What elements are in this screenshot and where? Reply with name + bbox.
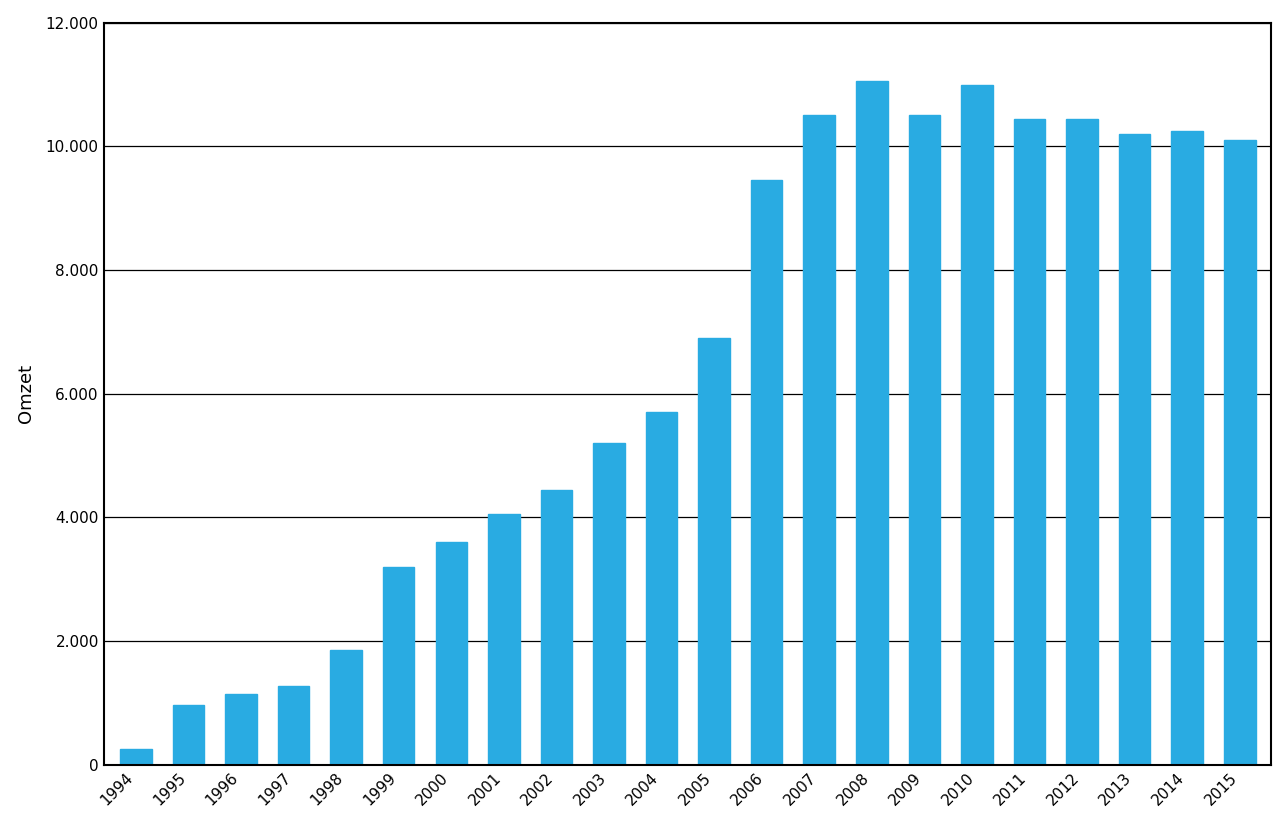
Bar — [1172, 131, 1203, 765]
Bar — [173, 705, 205, 765]
Bar — [751, 181, 782, 765]
Bar — [961, 84, 993, 765]
Bar — [698, 338, 730, 765]
Bar — [383, 567, 415, 765]
Bar — [120, 749, 152, 765]
Bar — [331, 650, 362, 765]
Bar — [541, 489, 572, 765]
Bar — [278, 686, 309, 765]
Bar — [1224, 140, 1256, 765]
Bar — [1066, 119, 1097, 765]
Bar — [908, 116, 940, 765]
Bar — [804, 116, 835, 765]
Bar — [435, 542, 468, 765]
Bar — [225, 694, 256, 765]
Y-axis label: Omzet: Omzet — [17, 364, 35, 423]
Bar — [1119, 134, 1150, 765]
Bar — [594, 443, 625, 765]
Bar — [488, 514, 519, 765]
Bar — [645, 412, 677, 765]
Bar — [857, 82, 887, 765]
Bar — [1014, 119, 1046, 765]
